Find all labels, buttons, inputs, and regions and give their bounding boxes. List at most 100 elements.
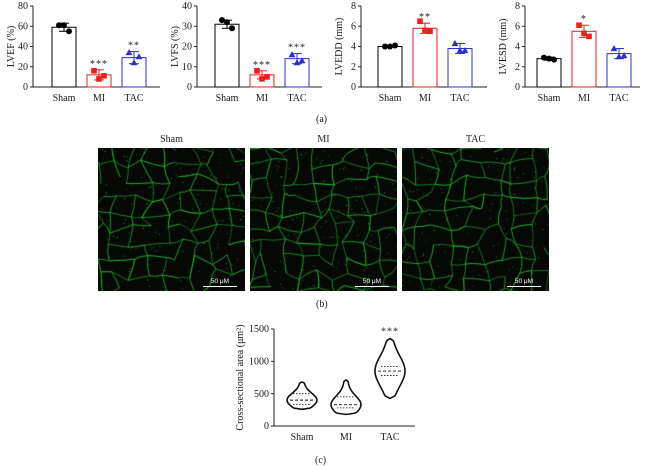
data-point bbox=[229, 25, 235, 32]
significance-label: *** bbox=[253, 60, 271, 71]
data-point bbox=[130, 59, 138, 66]
micrograph-tac: 50 μM bbox=[402, 148, 549, 291]
y-tick-label: 6 bbox=[351, 21, 356, 32]
y-axis-label: LVESD (mm) bbox=[498, 18, 509, 74]
data-point bbox=[101, 73, 107, 79]
y-axis-label: LVEDD (mm) bbox=[334, 18, 345, 76]
y-tick-label: 0 bbox=[187, 82, 192, 93]
data-point bbox=[461, 47, 469, 54]
x-tick-label: Sham bbox=[379, 93, 402, 104]
y-tick-label: 40 bbox=[182, 1, 192, 12]
x-tick-label: Sham bbox=[291, 432, 314, 443]
x-tick-label: MI bbox=[419, 93, 431, 104]
data-point bbox=[422, 27, 428, 34]
data-point bbox=[586, 33, 592, 40]
significance-label: * bbox=[581, 14, 587, 25]
scale-bar-label: 50 μM bbox=[362, 278, 382, 285]
x-tick-label: Sham bbox=[216, 93, 239, 104]
x-tick-label: Sham bbox=[53, 93, 76, 104]
y-tick-label: 40 bbox=[18, 42, 28, 53]
y-tick-label: 4 bbox=[515, 42, 520, 53]
y-tick-label: 30 bbox=[182, 21, 192, 32]
data-point bbox=[298, 57, 306, 64]
y-tick-label: 80 bbox=[18, 1, 28, 12]
bar bbox=[412, 27, 438, 88]
data-point bbox=[387, 43, 393, 50]
bar bbox=[51, 26, 77, 88]
data-point bbox=[610, 45, 618, 52]
panel-label-b: (b) bbox=[316, 299, 328, 310]
data-point bbox=[620, 52, 628, 59]
bar bbox=[447, 48, 473, 88]
data-point bbox=[615, 53, 623, 60]
y-tick-label: 2 bbox=[515, 62, 520, 73]
bar bbox=[377, 46, 403, 88]
data-point bbox=[254, 68, 260, 74]
data-point bbox=[546, 55, 552, 62]
y-tick-label: 1500 bbox=[249, 324, 269, 335]
violin bbox=[374, 337, 406, 399]
y-tick-label: 20 bbox=[182, 42, 192, 53]
scale-bar-label: 50 μM bbox=[210, 278, 230, 285]
x-tick-label: TAC bbox=[287, 93, 307, 104]
data-point bbox=[219, 17, 225, 24]
scale-bar: 50 μM bbox=[507, 278, 541, 287]
y-axis-label: LVEF (%) bbox=[6, 26, 17, 68]
micrograph-title-sham: Sham bbox=[160, 134, 183, 145]
significance-label: *** bbox=[90, 59, 108, 70]
data-point bbox=[551, 56, 557, 63]
significance-label: *** bbox=[288, 43, 306, 54]
data-point bbox=[135, 53, 143, 60]
data-point bbox=[456, 47, 464, 54]
data-point bbox=[91, 68, 97, 74]
micrograph-mi: 50 μM bbox=[250, 148, 397, 291]
y-tick-label: 8 bbox=[515, 1, 520, 12]
y-axis-label: Cross-sectional area (μm²) bbox=[235, 324, 246, 430]
data-point bbox=[293, 59, 301, 66]
data-point bbox=[417, 18, 423, 24]
scale-bar: 50 μM bbox=[203, 278, 237, 287]
data-point bbox=[125, 49, 133, 56]
micrograph-title-tac: TAC bbox=[465, 134, 486, 145]
data-point bbox=[427, 28, 433, 35]
data-point bbox=[576, 22, 582, 29]
y-tick-label: 2 bbox=[351, 62, 356, 73]
panel-label-a: (a) bbox=[316, 114, 328, 125]
y-tick-label: 60 bbox=[18, 21, 28, 32]
y-tick-label: 500 bbox=[254, 389, 269, 400]
y-tick-label: 1000 bbox=[249, 357, 269, 368]
data-point bbox=[224, 19, 230, 26]
y-tick-label: 0 bbox=[515, 82, 520, 93]
data-point bbox=[382, 43, 388, 50]
y-tick-label: 6 bbox=[515, 21, 520, 32]
y-tick-label: 4 bbox=[351, 42, 356, 53]
x-tick-label: TAC bbox=[609, 93, 629, 104]
data-point bbox=[61, 22, 67, 29]
bar bbox=[536, 58, 562, 88]
x-tick-label: TAC bbox=[450, 93, 470, 104]
violin bbox=[286, 381, 318, 410]
data-point bbox=[264, 74, 270, 80]
data-point bbox=[288, 51, 296, 58]
data-point bbox=[451, 39, 459, 47]
x-tick-label: Sham bbox=[538, 93, 561, 104]
data-point bbox=[581, 30, 587, 37]
y-tick-label: 0 bbox=[23, 82, 28, 93]
x-tick-label: TAC bbox=[124, 93, 144, 104]
bar bbox=[214, 23, 240, 88]
micrograph-title-mi: MI bbox=[317, 134, 330, 145]
scale-bar-label: 50 μM bbox=[514, 278, 534, 285]
x-tick-label: MI bbox=[93, 93, 105, 104]
x-tick-label: MI bbox=[578, 93, 590, 104]
micrograph-sham: 50 μM bbox=[98, 148, 245, 291]
data-point bbox=[66, 28, 72, 35]
significance-label: *** bbox=[381, 327, 399, 338]
y-tick-label: 0 bbox=[351, 82, 356, 93]
data-point bbox=[96, 76, 102, 82]
y-tick-label: 10 bbox=[182, 62, 192, 73]
scale-bar: 50 μM bbox=[355, 278, 389, 287]
x-tick-label: MI bbox=[340, 432, 352, 443]
y-tick-label: 20 bbox=[18, 62, 28, 73]
data-point bbox=[56, 22, 62, 29]
